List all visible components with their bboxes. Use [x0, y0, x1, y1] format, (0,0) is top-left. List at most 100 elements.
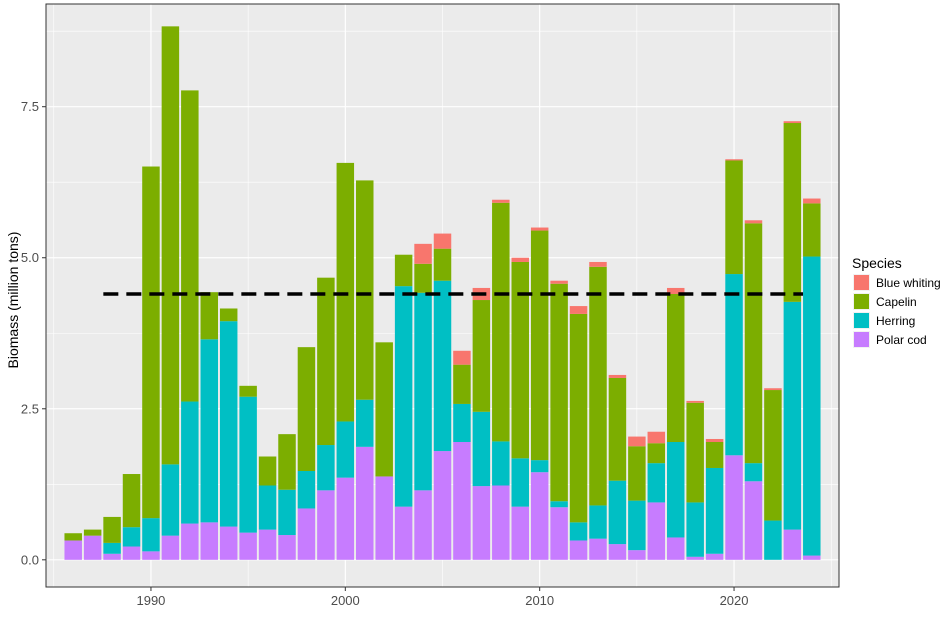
bar-capelin-1992 — [181, 90, 199, 402]
bar-blue-whiting-2015 — [628, 436, 646, 447]
bar-capelin-2001 — [356, 180, 374, 400]
bar-capelin-1998 — [297, 347, 316, 472]
bar-herring-2012 — [569, 522, 588, 541]
bar-blue-whiting-2024 — [803, 198, 821, 204]
bar-capelin-1991 — [161, 26, 180, 465]
bar-capelin-1995 — [239, 385, 257, 397]
bar-herring-2010 — [530, 460, 549, 473]
bar-polar-cod-2012 — [569, 540, 588, 560]
bar-polar-cod-1988 — [103, 553, 121, 560]
bar-capelin-2012 — [569, 313, 588, 523]
bar-polar-cod-1987 — [83, 535, 102, 560]
bar-capelin-2011 — [550, 283, 568, 502]
bar-herring-1994 — [219, 321, 238, 527]
bar-polar-cod-1992 — [181, 523, 199, 560]
bar-herring-1996 — [258, 485, 277, 530]
bar-polar-cod-2004 — [414, 490, 432, 560]
bar-polar-cod-2003 — [394, 506, 413, 560]
bar-polar-cod-2009 — [511, 506, 529, 560]
bar-blue-whiting-2018 — [686, 400, 704, 403]
bar-polar-cod-2023 — [783, 529, 802, 560]
bar-blue-whiting-2017 — [666, 287, 685, 294]
bar-herring-2000 — [336, 421, 355, 478]
bar-herring-2019 — [705, 467, 724, 554]
bar-polar-cod-1996 — [258, 529, 277, 560]
bar-herring-2021 — [744, 463, 763, 482]
bar-herring-2016 — [647, 463, 666, 503]
bar-blue-whiting-2008 — [492, 199, 510, 203]
bar-polar-cod-2013 — [589, 538, 607, 560]
bar-polar-cod-2017 — [666, 537, 685, 560]
bar-capelin-2004 — [414, 263, 432, 293]
bar-polar-cod-1997 — [278, 535, 296, 560]
bar-capelin-2014 — [608, 377, 627, 481]
bar-polar-cod-2007 — [472, 486, 491, 560]
bar-polar-cod-2002 — [375, 476, 393, 560]
bar-capelin-2000 — [336, 162, 355, 422]
legend-label-capelin: Capelin — [876, 295, 917, 309]
bar-capelin-1989 — [122, 474, 141, 528]
plot-border — [45, 3, 840, 588]
bar-capelin-2023 — [783, 123, 802, 302]
bar-capelin-2018 — [686, 402, 704, 503]
bar-herring-2007 — [472, 411, 491, 487]
legend-label-blue-whiting: Blue whiting — [876, 276, 941, 290]
bar-polar-cod-2015 — [628, 550, 646, 560]
bar-capelin-2005 — [433, 248, 452, 281]
bar-herring-2013 — [589, 505, 607, 539]
bar-capelin-1996 — [258, 456, 277, 486]
bar-herring-2017 — [666, 442, 685, 538]
bar-capelin-1986 — [64, 533, 82, 541]
x-axis: 1990 2000 2010 2020 — [136, 587, 749, 608]
bar-herring-2014 — [608, 480, 627, 545]
bar-polar-cod-2008 — [492, 485, 510, 560]
bar-capelin-2010 — [530, 230, 549, 461]
bar-capelin-2008 — [492, 202, 510, 442]
bar-polar-cod-2006 — [453, 442, 471, 560]
bar-capelin-2013 — [589, 266, 607, 506]
bar-herring-1991 — [161, 464, 180, 536]
x-tick-label: 2000 — [331, 593, 360, 608]
bar-herring-2004 — [414, 292, 432, 491]
bar-blue-whiting-2009 — [511, 257, 529, 262]
bar-blue-whiting-2016 — [647, 431, 666, 444]
bar-blue-whiting-2010 — [530, 227, 549, 231]
legend: Species Blue whiting Capelin Herring Polar … — [852, 255, 941, 348]
bar-herring-2001 — [356, 399, 374, 447]
bar-herring-2020 — [725, 274, 743, 456]
bar-capelin-2002 — [375, 342, 393, 477]
bar-capelin-2016 — [647, 443, 666, 464]
bar-capelin-2019 — [705, 442, 724, 468]
bar-polar-cod-1993 — [200, 522, 219, 560]
legend-swatch-polar-cod — [854, 332, 869, 347]
bar-capelin-2007 — [472, 300, 491, 412]
bar-herring-2009 — [511, 458, 529, 507]
bar-herring-2003 — [394, 286, 413, 507]
bar-polar-cod-1999 — [317, 490, 335, 560]
bar-polar-cod-2021 — [744, 481, 763, 560]
bar-polar-cod-2020 — [725, 455, 743, 560]
bar-capelin-1990 — [142, 166, 160, 519]
bar-polar-cod-1991 — [161, 535, 180, 560]
bar-herring-2008 — [492, 441, 510, 486]
bar-capelin-1993 — [200, 292, 219, 340]
bar-polar-cod-2019 — [705, 553, 724, 560]
bar-capelin-1988 — [103, 516, 121, 543]
bar-polar-cod-1989 — [122, 546, 141, 560]
bar-herring-2011 — [550, 501, 568, 508]
bar-polar-cod-1986 — [64, 540, 82, 560]
y-tick-label: 5.0 — [21, 250, 39, 265]
bar-herring-2006 — [453, 403, 471, 443]
bar-blue-whiting-2023 — [783, 121, 802, 124]
bar-herring-2023 — [783, 301, 802, 530]
y-tick-label: 7.5 — [21, 99, 39, 114]
bar-blue-whiting-2005 — [433, 233, 452, 249]
bar-capelin-2020 — [725, 160, 743, 275]
bar-herring-1988 — [103, 542, 121, 554]
bar-polar-cod-1990 — [142, 551, 160, 560]
bar-blue-whiting-2012 — [569, 306, 588, 314]
bars — [64, 26, 821, 560]
bar-capelin-2017 — [666, 293, 685, 443]
bar-capelin-1999 — [317, 277, 335, 446]
legend-swatch-capelin — [854, 294, 869, 309]
